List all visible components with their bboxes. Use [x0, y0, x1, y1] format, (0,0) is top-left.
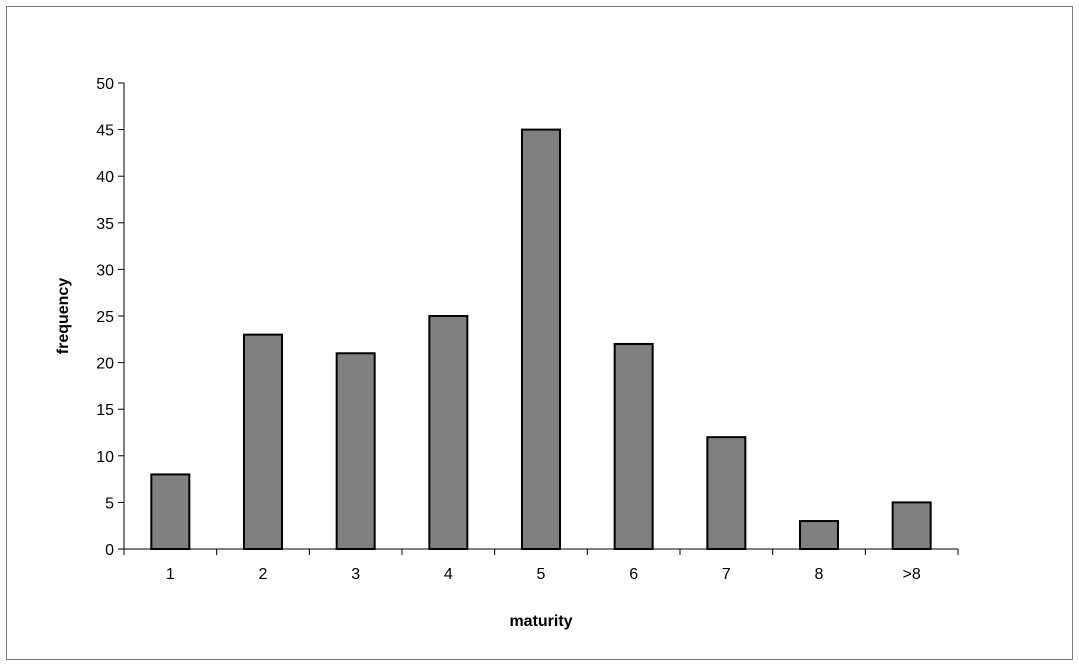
- y-tick-label: 15: [96, 402, 114, 419]
- y-tick-label: 45: [96, 123, 114, 140]
- y-tick-label: 5: [105, 495, 114, 512]
- x-axis: 1 2 3 4 5 6 7 8 >8: [123, 548, 959, 583]
- bar-4: [428, 315, 469, 550]
- y-tick-label: 20: [96, 356, 114, 373]
- bar->8: [891, 501, 932, 550]
- bar-2: [243, 333, 283, 551]
- y-axis-title: frequency: [55, 278, 72, 355]
- bar-7: [706, 436, 747, 550]
- x-tick-label: 1: [166, 566, 175, 583]
- x-tick-label: 2: [259, 566, 268, 583]
- y-tick-label: 25: [96, 309, 114, 326]
- y-tick-label: 30: [96, 262, 114, 279]
- bars-group: [150, 128, 932, 551]
- y-tick-label: 40: [96, 169, 114, 186]
- x-tick-label: >8: [903, 566, 921, 583]
- y-tick-label: 0: [105, 542, 114, 559]
- bar-1: [150, 473, 191, 550]
- x-tick-label: 4: [444, 566, 453, 583]
- x-tick-label: 8: [815, 566, 824, 583]
- bar-6: [613, 342, 654, 550]
- x-tick-label: 7: [722, 566, 731, 583]
- x-tick-label: 5: [537, 566, 546, 583]
- y-tick-label: 10: [96, 449, 114, 466]
- y-tick-label: 35: [96, 216, 114, 233]
- y-tick-label: 50: [96, 76, 114, 93]
- x-tick-label: 3: [351, 566, 360, 583]
- y-axis: 0 5 10 15 20 25 30 35 40 45 50: [96, 76, 125, 559]
- x-axis-title: maturity: [509, 613, 572, 630]
- bar-8: [799, 520, 839, 550]
- x-tick-label: 6: [629, 566, 638, 583]
- bar-5: [521, 128, 561, 550]
- bar-3: [335, 352, 376, 550]
